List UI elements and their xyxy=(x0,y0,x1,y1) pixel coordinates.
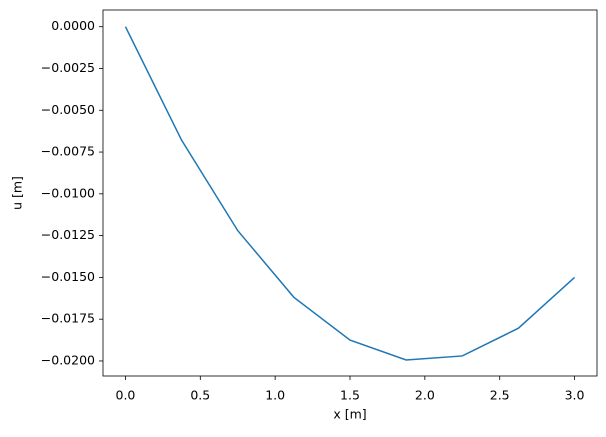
y-tick-label: 0.0000 xyxy=(51,18,95,33)
y-tick-label: −0.0200 xyxy=(41,352,95,367)
line-series xyxy=(124,26,576,361)
y-tick-label: −0.0025 xyxy=(41,60,95,75)
y-tick-label: −0.0150 xyxy=(41,269,95,284)
plot-frame xyxy=(102,9,598,377)
x-tick-label: 3.0 xyxy=(565,388,585,403)
y-tick-label: −0.0100 xyxy=(41,185,95,200)
x-tick-label: 1.0 xyxy=(265,388,285,403)
x-tick-label: 2.0 xyxy=(415,388,435,403)
x-tick-label: 1.5 xyxy=(340,388,360,403)
y-axis-label: u [m] xyxy=(10,176,25,210)
y-tick-label: −0.0175 xyxy=(41,311,95,326)
x-axis-label: x [m] xyxy=(333,407,366,422)
x-tick-label: 2.5 xyxy=(490,388,510,403)
x-tick-label: 0.5 xyxy=(190,388,210,403)
y-tick-label: −0.0125 xyxy=(41,227,95,242)
x-tick-label: 0.0 xyxy=(116,388,136,403)
y-tick-label: −0.0075 xyxy=(41,144,95,159)
y-tick-label: −0.0050 xyxy=(41,102,95,117)
